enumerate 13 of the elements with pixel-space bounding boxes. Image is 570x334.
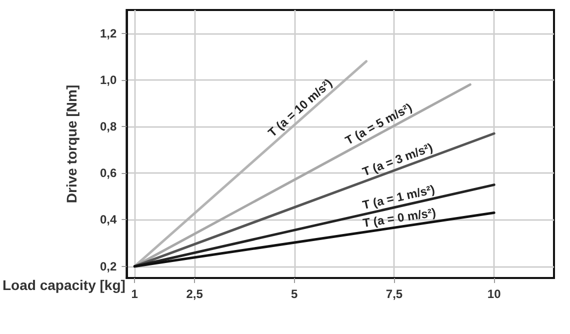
y-tick-label: 1,2 — [100, 26, 117, 40]
y-tick-label: 0,4 — [100, 212, 117, 227]
y-tick-label: 0,8 — [100, 120, 117, 134]
x-tick-label: 7,5 — [386, 287, 403, 301]
y-tick-label: 1,0 — [100, 72, 117, 87]
x-axis-title: Load capacity [kg] — [2, 277, 126, 293]
x-tick-label: 10 — [487, 287, 502, 301]
y-axis-title: Drive torque [Nm] — [64, 84, 80, 204]
y-tick-label: 0,6 — [100, 166, 117, 180]
x-tick-label: 1 — [131, 287, 138, 301]
x-tick-label: 5 — [291, 287, 298, 301]
y-tick-label: 0,2 — [100, 259, 117, 274]
x-tick-label: 2,5 — [186, 287, 204, 301]
